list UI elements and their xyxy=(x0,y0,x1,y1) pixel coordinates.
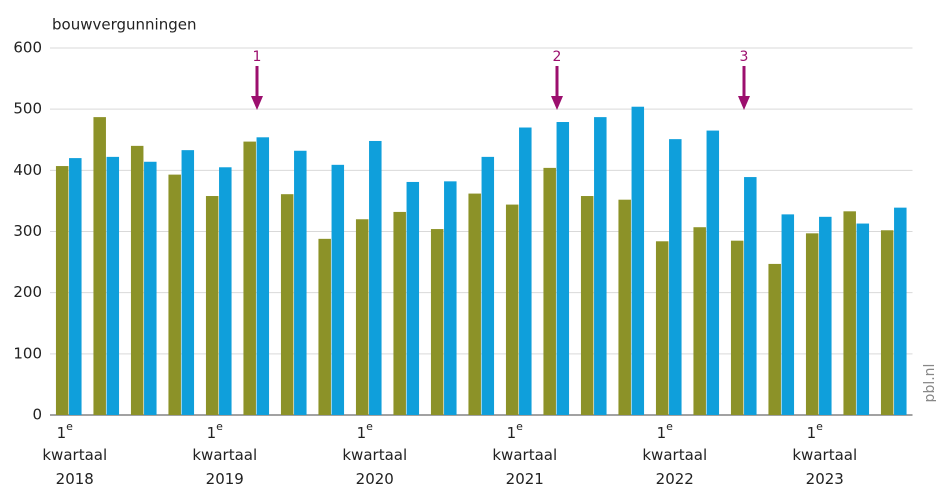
bar xyxy=(294,150,307,415)
x-tick-label: 1e kwartaal 2022 xyxy=(642,420,707,486)
bar xyxy=(768,263,781,415)
y-tick-label: 0 xyxy=(32,406,42,424)
y-axis-label: bouwvergunningen xyxy=(52,16,196,34)
bar xyxy=(894,207,907,415)
bar xyxy=(168,174,181,415)
bar xyxy=(744,177,757,415)
bar xyxy=(805,233,819,415)
bar xyxy=(331,164,345,415)
x-tick-label: 1e kwartaal 2019 xyxy=(192,420,257,486)
bar xyxy=(444,181,457,415)
bar xyxy=(144,161,157,415)
bar xyxy=(543,167,556,415)
bar xyxy=(406,181,420,415)
bar xyxy=(69,158,82,415)
bar xyxy=(556,122,570,416)
x-tick-label: 1e kwartaal 2023 xyxy=(792,420,857,486)
bar xyxy=(243,141,256,415)
bar xyxy=(219,167,232,415)
y-tick-label: 300 xyxy=(13,222,42,240)
annotation-label: 3 xyxy=(740,49,749,65)
bar xyxy=(318,238,331,415)
annotation-label: 1 xyxy=(253,49,262,65)
bar xyxy=(205,196,219,415)
bar xyxy=(355,219,369,415)
y-tick-label: 500 xyxy=(13,100,42,118)
bar xyxy=(880,230,894,415)
bar xyxy=(505,204,519,415)
bar xyxy=(106,156,120,416)
y-tick-label: 100 xyxy=(13,344,42,362)
bar xyxy=(181,150,195,416)
bar xyxy=(781,214,795,415)
bar xyxy=(669,139,682,415)
bar xyxy=(843,211,856,415)
bar xyxy=(430,229,444,415)
y-tick-label: 400 xyxy=(13,161,42,179)
y-tick-label: 200 xyxy=(13,283,42,301)
annotation-label: 2 xyxy=(553,49,562,65)
x-tick-label: 1e kwartaal 2021 xyxy=(492,420,557,486)
bar xyxy=(856,223,870,415)
bar xyxy=(93,117,106,415)
bar xyxy=(468,193,481,415)
x-tick-label: 1e kwartaal 2020 xyxy=(342,420,407,486)
bar xyxy=(706,130,720,415)
annotation-arrowhead xyxy=(251,96,263,110)
x-tick-label: 1e kwartaal 2018 xyxy=(42,420,107,486)
bar xyxy=(730,240,744,415)
bar xyxy=(631,106,645,415)
bar xyxy=(130,145,144,415)
bar xyxy=(655,241,669,415)
bar xyxy=(519,127,532,416)
source: pbl.nl xyxy=(922,364,936,403)
annotation-arrowhead xyxy=(738,96,750,110)
bar xyxy=(594,117,607,415)
bar xyxy=(618,199,631,415)
bar xyxy=(55,166,69,415)
bar xyxy=(693,227,706,415)
bar xyxy=(580,196,594,415)
bar xyxy=(819,216,832,415)
bar xyxy=(280,194,294,415)
annotation-arrowhead xyxy=(551,96,563,110)
y-tick-label: 600 xyxy=(13,39,42,57)
bar xyxy=(369,140,382,415)
bar xyxy=(393,211,406,415)
bar xyxy=(481,156,495,416)
bar xyxy=(256,137,270,415)
